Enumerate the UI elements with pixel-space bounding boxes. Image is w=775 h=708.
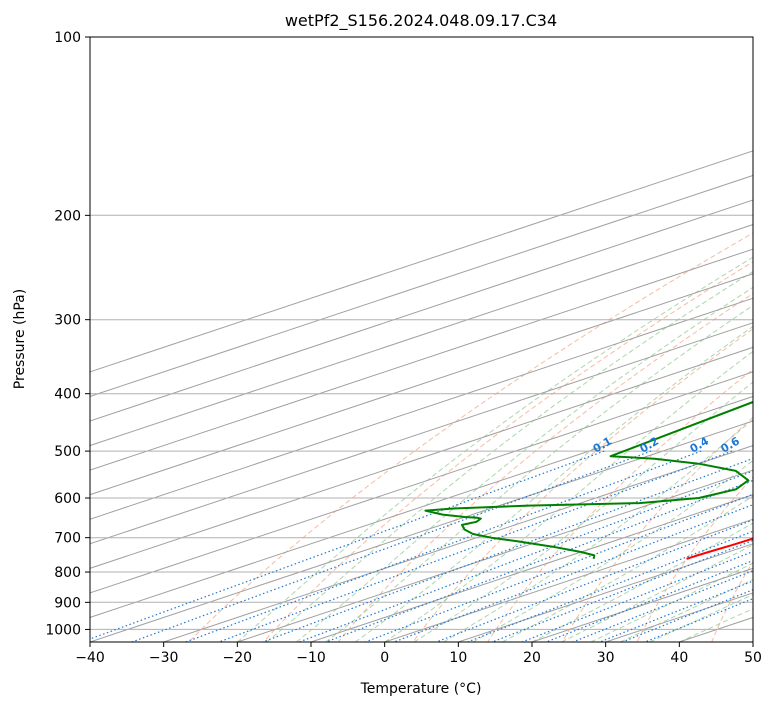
isotherm-line xyxy=(90,395,753,618)
isotherm-line xyxy=(90,199,753,422)
isotherm-line xyxy=(90,322,753,545)
y-tick-label: 400 xyxy=(54,387,81,403)
y-axis: 100 200 300 400 500 600 700 800 900 1000 xyxy=(45,30,90,638)
x-tick-label: −10 xyxy=(296,650,326,666)
isotherm-line xyxy=(90,150,753,373)
mixing-ratio-line xyxy=(599,580,753,642)
y-tick-label: 600 xyxy=(54,491,81,507)
y-tick-label: 200 xyxy=(54,208,81,224)
mixing-ratio-line xyxy=(131,450,652,642)
mixing-ratio-line xyxy=(393,504,753,642)
x-tick-label: −40 xyxy=(75,650,105,666)
moist-adiabat xyxy=(354,325,753,642)
mixing-ratio-line xyxy=(262,457,753,642)
isotherm-line xyxy=(310,494,753,642)
y-axis-label: Pressure (hPa) xyxy=(12,289,28,389)
x-tick-label: 50 xyxy=(744,650,762,666)
dry-adiabat xyxy=(263,261,753,642)
mixing-ratio-line xyxy=(90,450,605,640)
x-tick-label: 40 xyxy=(670,650,688,666)
y-tick-label: 300 xyxy=(54,313,81,329)
moist-adiabat xyxy=(266,270,753,642)
dry-adiabat xyxy=(412,328,753,642)
moist-adiabat xyxy=(236,256,753,642)
moist-adiabat xyxy=(443,418,753,642)
moist-adiabat xyxy=(325,304,753,642)
x-tick-label: 20 xyxy=(523,650,541,666)
x-tick-label: 0 xyxy=(380,650,389,666)
isotherm-line xyxy=(163,445,753,642)
mixing-ratio-line xyxy=(467,530,753,642)
moist-adiabat xyxy=(502,495,753,642)
y-tick-label: 100 xyxy=(54,30,81,46)
x-tick-label: 30 xyxy=(597,650,615,666)
isotherm-line xyxy=(90,273,753,496)
x-tick-label: −30 xyxy=(149,650,179,666)
plot-frame xyxy=(89,36,754,643)
isotherm-line xyxy=(90,224,753,447)
moist-adiabat xyxy=(295,286,753,642)
moist-adiabat xyxy=(620,578,753,642)
isotherm-line xyxy=(90,297,753,520)
dry-adiabat xyxy=(337,292,753,642)
dewpoint-profile xyxy=(424,400,753,560)
isotherm-line xyxy=(90,420,753,642)
mixing-ratio-line xyxy=(218,450,733,642)
y-tick-label: 900 xyxy=(54,595,81,611)
mixing-ratio-line xyxy=(365,493,753,642)
y-tick-label: 1000 xyxy=(45,622,81,638)
isotherm-line xyxy=(384,518,753,642)
y-tick-label: 800 xyxy=(54,565,81,581)
x-axis: −40 −30 −20 −10 0 10 20 30 40 50 xyxy=(75,642,762,666)
background-lines xyxy=(90,37,753,642)
moist-adiabat xyxy=(649,593,753,642)
isotherm-line xyxy=(90,248,753,471)
mixing-ratio-line xyxy=(546,559,753,642)
y-tick-label: 500 xyxy=(54,444,81,460)
dry-adiabat xyxy=(188,232,753,642)
isotherm-line xyxy=(90,174,753,397)
mixing-ratio-line xyxy=(492,539,753,642)
isotherm-line xyxy=(237,469,753,642)
y-tick-label: 700 xyxy=(54,531,81,547)
profile-lines xyxy=(424,400,753,560)
moist-adiabat xyxy=(472,459,753,642)
chart-title: wetPf2_S156.2024.048.09.17.C34 xyxy=(285,11,557,31)
isotherm-line xyxy=(90,346,753,569)
x-axis-label: Temperature (°C) xyxy=(360,681,482,697)
x-tick-label: −20 xyxy=(223,650,253,666)
moist-adiabat xyxy=(531,522,753,642)
x-tick-label: 10 xyxy=(449,650,467,666)
isotherm-line xyxy=(90,371,753,594)
